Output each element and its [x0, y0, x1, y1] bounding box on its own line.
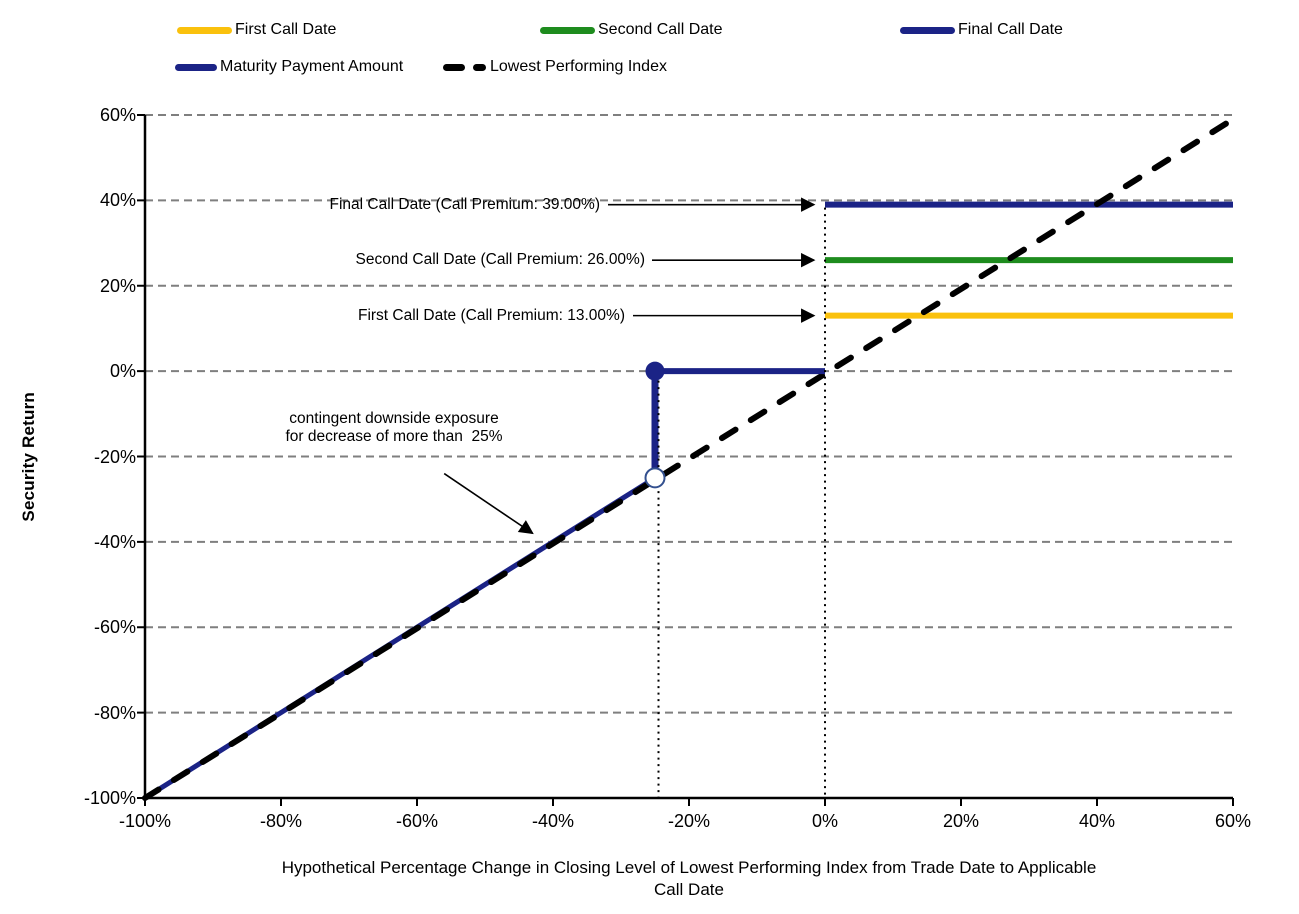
- x-tick-label: 60%: [1214, 811, 1252, 831]
- legend-swatch-lowest-performing-index: [443, 63, 487, 71]
- legend-swatch-maturity-payment: [175, 63, 217, 71]
- x-tick-label: 0%: [811, 811, 838, 831]
- annotation-contingent-downside-line1: contingent downside exposure: [289, 410, 499, 427]
- legend-swatch-first-call-date: [177, 26, 232, 34]
- y-tick-label: 60%: [99, 105, 136, 125]
- x-tick-label: 20%: [942, 811, 980, 831]
- x-tick-label: 40%: [1078, 811, 1116, 831]
- x-tick-label: -40%: [531, 811, 575, 831]
- legend-item-lowest-performing-index: Lowest Performing Index: [443, 59, 667, 75]
- legend-item-maturity-payment: Maturity Payment Amount: [175, 59, 403, 75]
- annotation-second-call-date: Second Call Date (Call Premium: 26.00%): [355, 251, 645, 269]
- legend-swatch-second-call-date: [540, 26, 595, 34]
- downside-arrow: [443, 472, 534, 535]
- legend-label-second-call-date: Second Call Date: [598, 21, 723, 38]
- series-line-lowest-performing-index: [142, 116, 1236, 801]
- y-tick-label: -100%: [83, 788, 136, 808]
- y-tick-label: -20%: [93, 446, 136, 467]
- y-tick-label: 0%: [109, 361, 136, 382]
- legend-label-final-call-date: Final Call Date: [958, 21, 1063, 38]
- legend-item-final-call-date: Final Call Date: [900, 22, 1063, 38]
- annotation-final-call-date: Final Call Date (Call Premium: 39.00%): [329, 195, 600, 213]
- legend-item-first-call-date: First Call Date: [177, 22, 336, 38]
- x-axis-title: Hypothetical Percentage Change in Closin…: [145, 857, 1233, 901]
- x-axis-title-line2: Call Date: [654, 880, 724, 899]
- y-tick-label: -60%: [93, 617, 136, 638]
- legend-label-lowest-performing-index: Lowest Performing Index: [490, 58, 667, 75]
- x-tick-label: -80%: [259, 811, 303, 831]
- x-tick-label: -20%: [667, 811, 711, 831]
- legend-item-second-call-date: Second Call Date: [540, 22, 723, 38]
- filled-circle-marker: [645, 361, 665, 381]
- y-tick-label: 40%: [99, 190, 136, 211]
- legend-swatch-final-call-date: [900, 26, 955, 34]
- annotation-contingent-downside-line2: for decrease of more than 25%: [285, 427, 503, 445]
- y-tick-label: 20%: [99, 275, 136, 296]
- y-tick-label: -80%: [93, 702, 136, 723]
- annotation-first-call-date: First Call Date (Call Premium: 13.00%): [357, 306, 625, 324]
- open-circle-marker: [644, 467, 666, 489]
- annotation-contingent-downside: contingent downside exposure for decreas…: [234, 410, 554, 445]
- legend-label-first-call-date: First Call Date: [235, 21, 337, 38]
- x-axis-title-line1: Hypothetical Percentage Change in Closin…: [281, 858, 1097, 877]
- y-tick-label: -40%: [93, 531, 136, 552]
- x-tick-label: -100%: [118, 811, 172, 831]
- legend-label-maturity-payment: Maturity Payment Amount: [220, 58, 404, 75]
- x-tick-label: -60%: [395, 811, 439, 831]
